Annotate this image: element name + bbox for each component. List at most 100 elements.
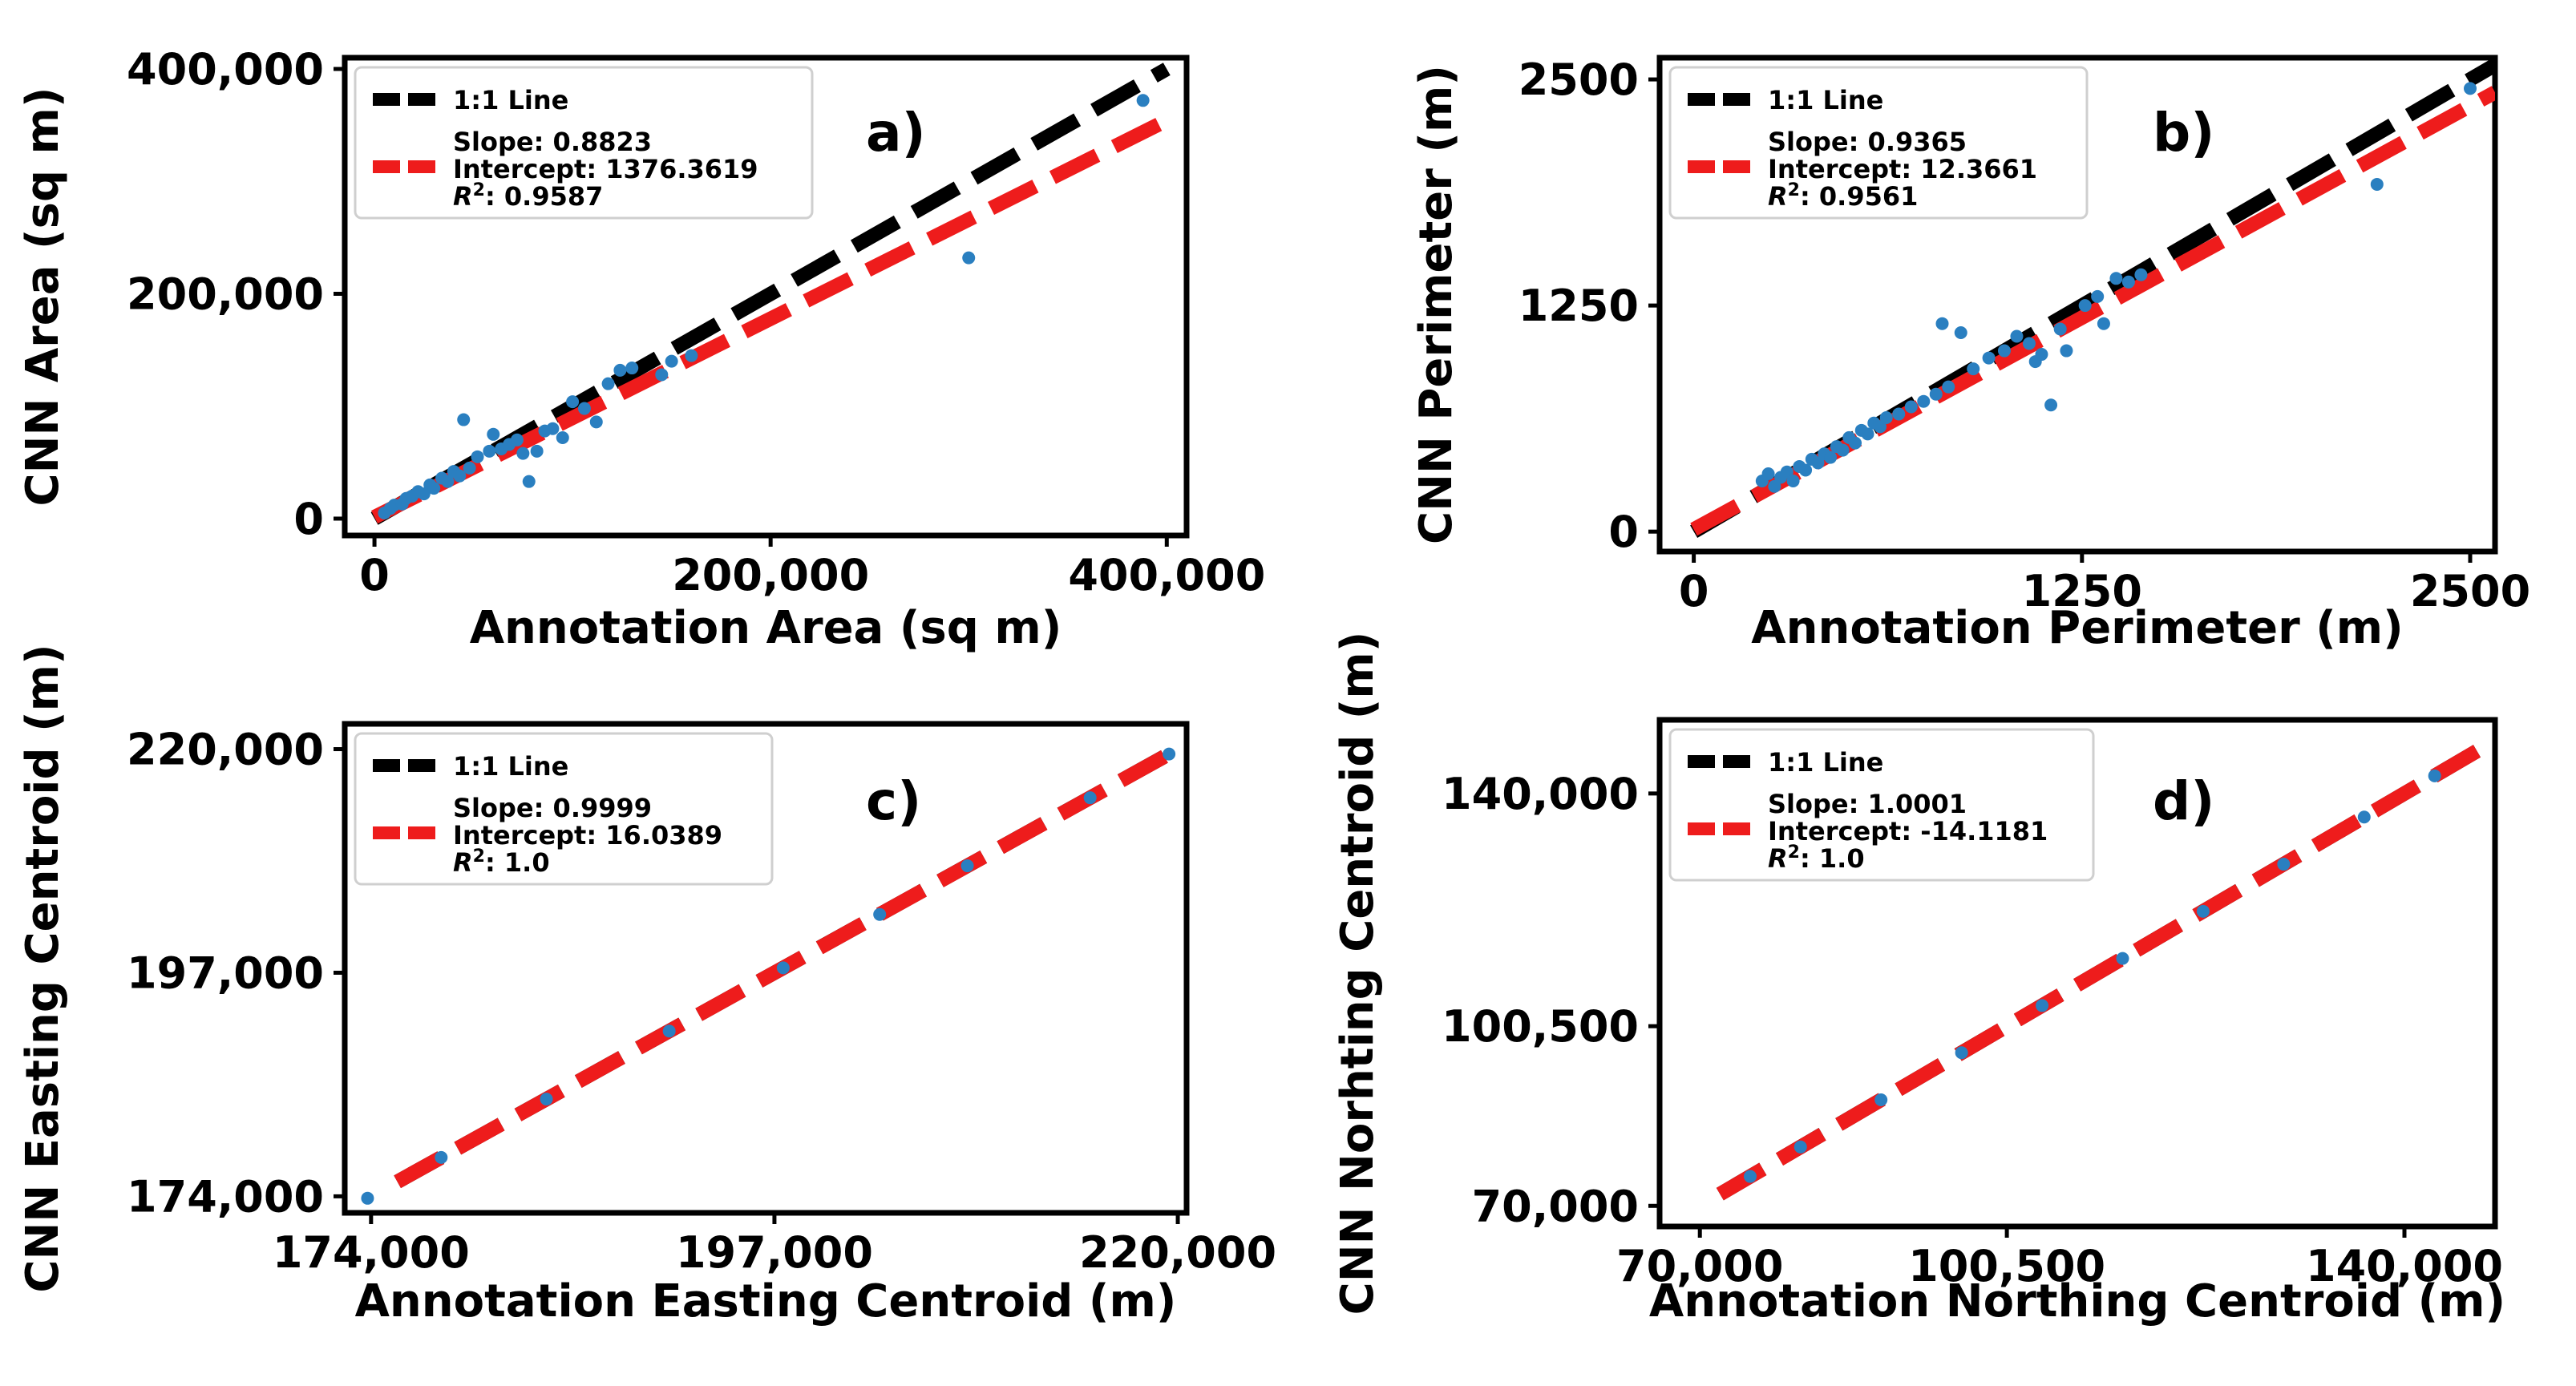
data-point <box>2109 272 2123 285</box>
y-tick-label: 0 <box>293 494 324 544</box>
data-point <box>1967 362 1980 376</box>
data-point <box>2044 398 2058 412</box>
data-point <box>1793 1140 1807 1154</box>
data-point <box>1768 479 1781 493</box>
panel-label: c) <box>866 770 921 832</box>
data-point <box>1874 420 1887 434</box>
plot-area <box>370 63 1171 525</box>
data-point <box>1935 317 1949 330</box>
data-point <box>2078 299 2092 313</box>
data-point <box>1811 456 1825 470</box>
legend-slope: Slope: 0.8823 <box>453 127 652 157</box>
plot-area <box>1716 742 2484 1201</box>
legend-ideal-label: 1:1 Line <box>453 751 568 782</box>
x-tick-label: 200,000 <box>672 550 869 600</box>
plot-area <box>361 742 1182 1205</box>
y-tick-label: 400,000 <box>127 44 324 95</box>
data-point <box>589 415 603 429</box>
x-tick-label: 140,000 <box>2306 1241 2503 1291</box>
axes-frame <box>1656 717 2498 1230</box>
panel-label: b) <box>2153 102 2214 164</box>
legend-ideal-label: 1:1 Line <box>453 85 568 115</box>
legend-r-squared: R2: 0.9561 <box>1768 180 1918 212</box>
y-tick-label: 70,000 <box>1472 1181 1639 1231</box>
data-point <box>540 1093 553 1106</box>
y-tick-label: 0 <box>1608 507 1639 557</box>
y-tick-label: 197,000 <box>127 948 324 998</box>
data-point <box>1136 94 1150 107</box>
data-point <box>962 251 976 265</box>
y-tick-label: 174,000 <box>127 1171 324 1222</box>
data-point <box>1761 467 1775 480</box>
data-point <box>1997 344 2011 358</box>
x-tick-label: 0 <box>1679 566 1709 616</box>
panel-a: 0 200,000 400,0000200,000400,000Annotation… <box>17 44 1265 654</box>
y-axis-label: CNN Norhting Centroid (m) <box>1332 632 1384 1315</box>
data-point <box>471 450 484 463</box>
legend-r-squared: R2: 1.0 <box>1768 843 1865 874</box>
legend-intercept: Intercept: 16.0389 <box>453 820 722 851</box>
y-tick-label: 2500 <box>1519 55 1639 105</box>
y-axis-label: CNN Area (sq m) <box>17 87 69 506</box>
axes-frame <box>342 55 1190 539</box>
data-point <box>510 433 524 447</box>
data-point <box>1954 325 1967 339</box>
data-point <box>625 362 639 375</box>
data-point <box>960 859 974 873</box>
data-point <box>1929 387 1943 401</box>
data-point <box>776 961 790 975</box>
x-tick-label: 174,000 <box>273 1227 470 1278</box>
data-point <box>1824 451 1838 464</box>
data-point <box>361 1191 374 1205</box>
legend-box <box>354 66 814 220</box>
data-point <box>1799 463 1813 477</box>
data-point <box>566 395 580 409</box>
data-point <box>2053 322 2067 336</box>
data-point <box>655 368 669 382</box>
data-point <box>2091 289 2105 303</box>
y-tick-label: 140,000 <box>1442 769 1639 819</box>
plot-area <box>1690 59 2495 538</box>
data-point <box>2097 317 2110 330</box>
legend-r-squared: R2: 1.0 <box>453 847 550 878</box>
data-point <box>2035 348 2048 362</box>
data-point <box>2428 769 2441 782</box>
data-point <box>453 469 467 483</box>
data-point <box>1083 791 1097 805</box>
legend-slope: Slope: 0.9999 <box>453 793 652 823</box>
data-point <box>2060 344 2073 358</box>
data-point <box>665 354 678 368</box>
data-point <box>1879 411 1893 425</box>
legend-box <box>354 732 774 886</box>
x-tick-label: 1250 <box>2022 566 2142 616</box>
data-point <box>2357 810 2371 824</box>
x-axis-label: Annotation Perimeter (m) <box>1751 602 2403 654</box>
data-point <box>601 377 615 390</box>
data-point <box>1904 400 1918 414</box>
legend-r-squared: R2: 0.9587 <box>453 180 603 212</box>
y-axis-label: CNN Perimeter (m) <box>1410 65 1462 544</box>
y-tick-label: 200,000 <box>127 269 324 319</box>
data-point <box>530 444 544 458</box>
data-point <box>1163 747 1176 761</box>
data-point <box>556 430 569 444</box>
x-axis-label: Annotation Area (sq m) <box>470 602 1062 654</box>
data-point <box>457 413 471 426</box>
data-point <box>522 475 536 488</box>
x-tick-label: 0 <box>359 550 390 600</box>
panel-label: d) <box>2153 770 2214 832</box>
legend-ideal-label: 1:1 Line <box>1768 747 1883 778</box>
axes-frame <box>342 721 1190 1216</box>
legend-intercept: Intercept: 1376.3619 <box>453 154 758 184</box>
data-point <box>1942 380 1955 394</box>
data-point <box>2116 952 2129 965</box>
fit-line <box>1716 742 2484 1201</box>
data-point <box>1743 1170 1757 1183</box>
x-tick-label: 220,000 <box>1079 1227 1276 1278</box>
data-point <box>2370 177 2384 191</box>
x-axis-label: Annotation Easting Centroid (m) <box>355 1275 1177 1327</box>
data-point <box>1780 465 1793 479</box>
